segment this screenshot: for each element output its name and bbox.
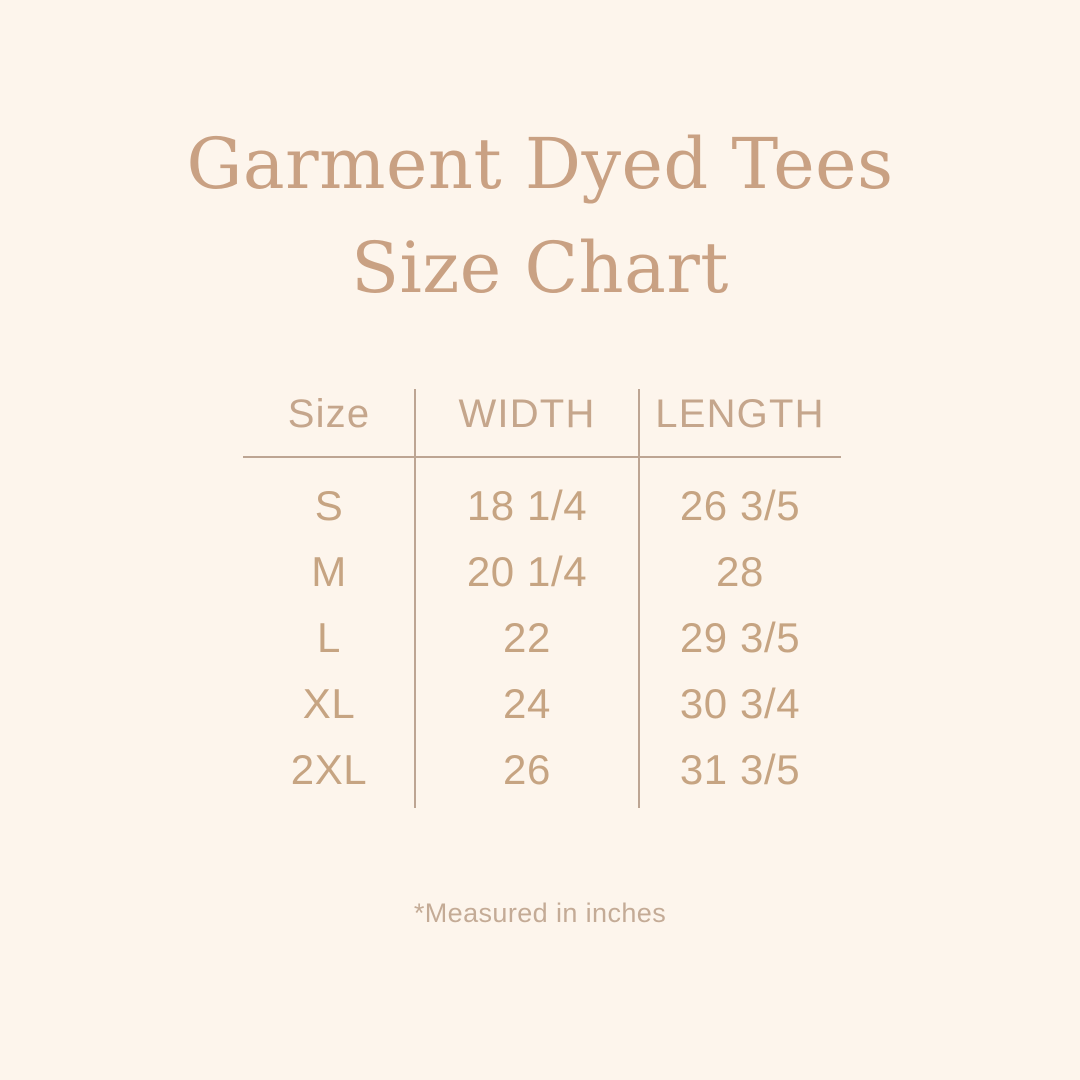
cell-size: S	[314, 482, 344, 529]
table-header-row: Size WIDTH LENGTH	[243, 382, 841, 446]
cell-width: 22	[503, 614, 551, 661]
table-row: 2XL 26 31 3/5	[243, 737, 841, 803]
title-line-1: Garment Dyed Tees	[186, 123, 894, 205]
header-divider-line	[243, 456, 841, 458]
size-table: Size WIDTH LENGTH S 18 1/4 26 3/5 M 20 1…	[243, 382, 841, 812]
table-row: S 18 1/4 26 3/5	[243, 473, 841, 539]
cell-length: 28	[716, 548, 764, 595]
column-header-width: WIDTH	[458, 391, 596, 436]
page-title: Garment Dyed Tees Size Chart	[0, 112, 1080, 320]
table-row: XL 24 30 3/4	[243, 671, 841, 737]
cell-width: 20 1/4	[466, 548, 588, 595]
title-line-2: Size Chart	[351, 227, 729, 309]
cell-width: 18 1/4	[466, 482, 588, 529]
cell-length: 29 3/5	[679, 614, 801, 661]
table-row: M 20 1/4 28	[243, 539, 841, 605]
cell-size: M	[311, 548, 347, 595]
cell-width: 26	[503, 746, 551, 793]
cell-size: L	[317, 614, 341, 661]
cell-length: 31 3/5	[679, 746, 801, 793]
cell-size: 2XL	[290, 746, 368, 793]
cell-size: XL	[302, 680, 356, 727]
cell-length: 30 3/4	[679, 680, 801, 727]
column-header-length: LENGTH	[655, 391, 825, 436]
column-divider-line-2	[638, 389, 640, 808]
column-divider-line-1	[414, 389, 416, 808]
table-grid-lines	[243, 382, 841, 812]
cell-width: 24	[503, 680, 551, 727]
cell-length: 26 3/5	[679, 482, 801, 529]
measurement-note: *Measured in inches	[413, 898, 667, 928]
table-row: L 22 29 3/5	[243, 605, 841, 671]
column-header-size: Size	[287, 391, 371, 436]
